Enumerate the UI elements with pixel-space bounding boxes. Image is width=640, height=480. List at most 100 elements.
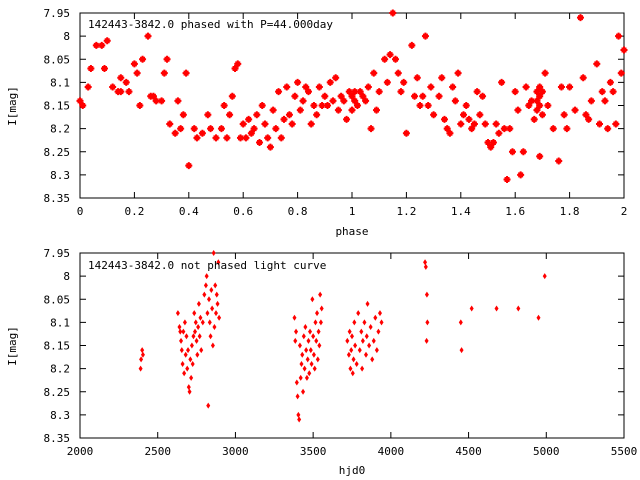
data-point (423, 259, 428, 266)
data-point-arm-v (111, 83, 114, 91)
data-point-arm-v (310, 120, 313, 128)
x-ticks: 0 0.2 0.4 0.6 0.8 1 1.2 1.4 1.6 1.8 2 (77, 13, 628, 218)
data-point (206, 402, 211, 409)
data-point-arm-v (424, 32, 427, 40)
y-tick-label: 8.2 (50, 363, 70, 376)
data-point-arm-v (552, 125, 555, 133)
data-point-arm-v (603, 97, 606, 105)
y-tick-label: 8.05 (44, 293, 71, 306)
data-point (293, 337, 298, 344)
data-point-arm-v (617, 32, 620, 40)
data-point-arm-v (95, 41, 98, 49)
data-point-arm-v (370, 125, 373, 133)
data-point-arm-v (342, 97, 345, 105)
data-point (200, 319, 205, 326)
y-tick-label: 8.3 (50, 169, 70, 182)
data-point (363, 351, 368, 358)
data-point (309, 361, 314, 367)
y-tick-label: 8.05 (44, 53, 71, 66)
x-tick-label: 2 (621, 205, 628, 218)
data-point-arm-v (179, 125, 182, 133)
data-point (297, 342, 302, 349)
data-point-arm-v (459, 120, 462, 128)
data-point (318, 291, 323, 298)
data-point (307, 370, 312, 377)
data-point-arm-v (582, 74, 585, 82)
data-point-arm-v (155, 97, 158, 105)
data-point-arm-v (225, 134, 228, 142)
data-point-arm-v (546, 102, 549, 109)
data-point-arm-v (288, 111, 291, 119)
data-point-arm-v (522, 148, 525, 156)
x-tick-label: 0.4 (179, 205, 199, 218)
data-point-arm-v (489, 143, 492, 151)
data-point-arm-v (497, 129, 500, 137)
data-point-arm-v (136, 69, 139, 77)
data-point (196, 300, 201, 307)
data-point-arm-v (258, 139, 261, 146)
data-point-arm-v (514, 88, 517, 96)
data-point (299, 361, 304, 367)
data-point (379, 319, 384, 326)
data-point (306, 337, 311, 344)
data-point (193, 319, 198, 326)
data-point (308, 347, 313, 354)
data-point-arm-v (535, 97, 538, 105)
data-point-arm-v (389, 51, 392, 59)
data-point-arm-v (410, 41, 413, 49)
data-point-arm-v (247, 115, 250, 123)
data-point (186, 347, 191, 354)
x-tick-label: 0.8 (288, 205, 308, 218)
data-point (212, 324, 217, 330)
data-point-arm-v (429, 83, 432, 91)
data-point (459, 347, 464, 354)
data-point-arm-v (375, 106, 378, 114)
data-point-arm-v (386, 78, 389, 86)
data-point (197, 333, 202, 340)
x-tick-label: 1 (349, 205, 356, 218)
phased-light-curve-chart: 0 0.2 0.4 0.6 0.8 1 1.2 1.4 1.6 1.8 2 7.95 8 8.05 8.1… (6, 7, 628, 238)
x-tick-label: 5500 (611, 445, 638, 458)
x-tick-label: 4500 (455, 445, 482, 458)
data-point-arm-v (242, 120, 245, 128)
data-point-arm-v (234, 65, 237, 72)
data-point-arm-v (291, 120, 294, 128)
data-point-arm-v (187, 162, 190, 170)
data-point (190, 361, 195, 367)
data-point-arm-v (79, 97, 81, 105)
data-point-arm-v (201, 129, 204, 137)
data-point (294, 328, 299, 335)
data-point (192, 310, 197, 317)
data-point (370, 356, 375, 363)
data-point (367, 342, 372, 349)
data-point-arm-v (359, 88, 362, 96)
data-point (300, 351, 305, 358)
data-point (213, 282, 218, 289)
data-point-arm-v (329, 78, 332, 86)
data-point-arm-v (492, 139, 495, 146)
data-point-arm-v (299, 106, 302, 114)
y-tick-label: 8.25 (44, 146, 71, 159)
data-point-arm-v (185, 69, 188, 77)
data-point-arm-v (587, 115, 590, 123)
data-point (188, 356, 193, 363)
data-point-arm-v (315, 111, 318, 119)
data-point-arm-v (326, 102, 329, 109)
data-point (207, 296, 212, 303)
data-point-arm-v (220, 125, 223, 133)
data-point-arm-v (530, 97, 533, 105)
data-point-arm-v (500, 78, 503, 86)
data-point-arm-v (568, 83, 571, 91)
y-ticks: 7.95 8 8.05 8.1 8.15 8.2 8.25 8.3 8.35 (44, 7, 624, 205)
data-point (304, 374, 309, 381)
data-point-arm-v (506, 176, 509, 183)
unphased-light-curve-chart: 2000 2500 3000 3500 4000 4500 5000 5500 7.95 8 8.… (6, 247, 637, 477)
data-point (349, 347, 354, 354)
data-point-arm-v (448, 129, 451, 137)
data-point (365, 300, 370, 307)
data-point-arm-v (541, 88, 544, 96)
data-point (368, 324, 373, 330)
data-point (140, 351, 145, 358)
y-tick-label: 7.95 (44, 7, 71, 20)
y-tick-label: 8.2 (50, 123, 70, 136)
